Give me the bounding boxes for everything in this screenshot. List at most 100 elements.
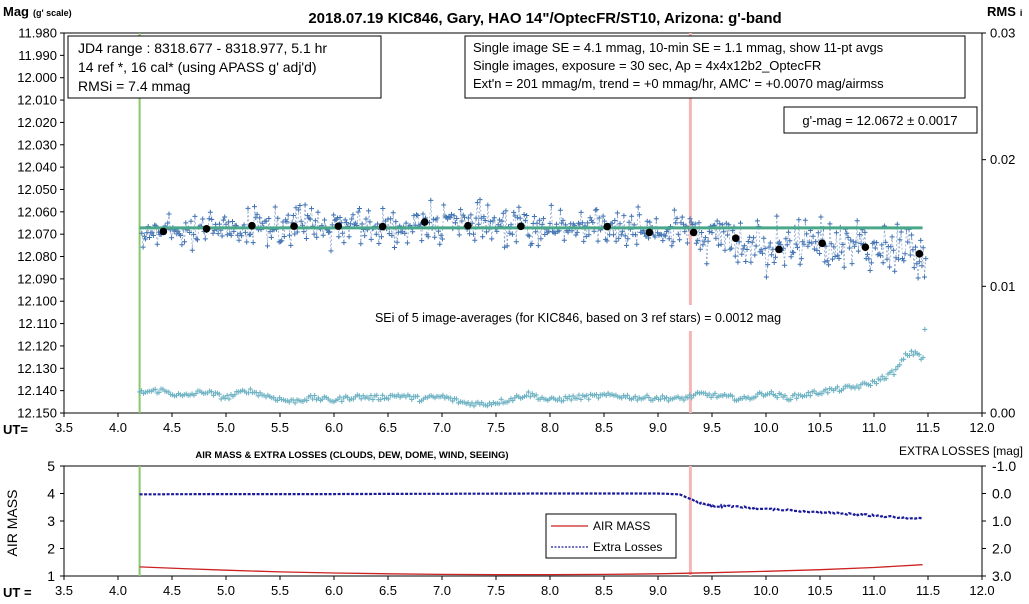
bottom-x-tick-label: 11.5 <box>916 583 940 598</box>
bottom-x-axis-label: UT = <box>3 585 32 600</box>
average-point <box>915 250 924 258</box>
top-chart: 2018.07.19 KIC846, Gary, HAO 14"/OptecFR… <box>3 4 1022 437</box>
rms-point <box>891 372 897 378</box>
top-y-tick-label: 12.010 <box>17 93 57 108</box>
bottom-x-tick-label: 8.5 <box>595 583 613 598</box>
average-point <box>731 234 740 242</box>
bottom-y-axis-label: AIR MASS <box>4 490 20 557</box>
single-image-point <box>143 236 149 242</box>
bottom-plot-area <box>63 465 983 577</box>
bottom-y-tick-label: 5 <box>47 458 55 474</box>
rms-point <box>310 396 316 402</box>
info-box-left-frame <box>67 35 382 99</box>
single-image-point <box>494 228 500 234</box>
average-point <box>378 222 387 231</box>
info-right-line-1: Single image SE = 4.1 mmag, 10-min SE = … <box>473 40 884 55</box>
rms-point <box>681 397 687 403</box>
rms-point <box>304 398 310 403</box>
rms-point <box>448 395 454 401</box>
single-image-point <box>690 222 696 228</box>
rms-point <box>883 376 889 382</box>
rms-point <box>156 389 162 395</box>
average-point <box>290 222 298 230</box>
average-point <box>645 228 654 237</box>
top-x-tick-label: 5.5 <box>271 420 289 435</box>
info-box-left: JD4 range : 8318.677 - 8318.977, 5.1 hr … <box>67 35 382 99</box>
bottom-x-tick-label: 12.0 <box>969 583 994 598</box>
average-point <box>464 221 472 230</box>
bottom-legend-frame <box>545 513 677 559</box>
top-average-points <box>159 218 924 258</box>
top-y-tick-label: 12.000 <box>17 70 57 85</box>
rms-point <box>574 395 580 401</box>
single-image-point <box>195 237 200 243</box>
top-y2-axis-label: RMS i <box>987 4 1022 19</box>
top-x-tick-label: 7.0 <box>433 420 451 435</box>
bottom-y-ticks: 1 2 3 4 5 <box>47 458 64 584</box>
bottom-x-tick-label: 6.5 <box>379 583 397 598</box>
bottom-y-tick-label: 1 <box>47 568 55 584</box>
top-y-axis-label: Mag (g' scale) <box>3 4 72 19</box>
rms-point <box>873 381 879 387</box>
top-chart-title: 2018.07.19 KIC846, Gary, HAO 14"/OptecFR… <box>308 10 781 27</box>
top-x-tick-label: 4.0 <box>109 420 127 435</box>
rms-point <box>920 355 926 361</box>
rms-point <box>578 396 584 402</box>
average-point <box>159 227 168 236</box>
bottom-x-ticks: 3.5 4.0 4.5 5.0 5.5 6.0 6.5 7.0 7.5 8.0 8.5 9.0 9.5 1… <box>55 576 995 598</box>
top-y-tick-label: 12.100 <box>17 294 57 309</box>
bottom-x-tick-label: 5.5 <box>271 583 289 598</box>
rms-point <box>805 390 811 395</box>
average-point <box>689 228 698 237</box>
single-image-point <box>284 219 290 225</box>
top-x-tick-label: 10.5 <box>807 420 832 435</box>
rms-point <box>209 389 214 395</box>
gmag-box-frame <box>783 106 978 134</box>
rms-point <box>496 401 502 407</box>
rms-point <box>358 396 364 402</box>
top-x-ticks: 3.5 4.0 4.5 5.0 5.5 6.0 6.5 7.0 7.5 8.0 8.5 9.0 9.5 1… <box>55 413 995 435</box>
top-x-tick-label: 9.0 <box>649 420 667 435</box>
top-y-axis-label-main: Mag <box>3 4 29 19</box>
single-image-point <box>660 238 666 244</box>
top-x-tick-label: 11.5 <box>916 420 940 435</box>
rms-point <box>370 397 376 403</box>
top-x-axis-label: UT= <box>3 422 28 437</box>
rms-point <box>193 391 199 396</box>
average-point <box>420 218 429 226</box>
rms-point <box>409 397 415 402</box>
top-y-tick-label: 12.030 <box>17 137 57 152</box>
rms-point <box>152 386 158 392</box>
top-y2-axis-label-main: RMS <box>987 4 1016 19</box>
top-x-tick-label: 4.5 <box>163 420 181 435</box>
top-y-tick-label: 12.050 <box>17 182 57 197</box>
single-image-point <box>878 253 883 259</box>
info-box-right-frame <box>464 35 966 99</box>
rms-point <box>840 386 846 392</box>
info-left-line-3: RMSi = 7.4 mmag <box>78 78 190 94</box>
top-y-tick-label: 12.080 <box>17 249 57 264</box>
series-air-mass-line <box>139 564 923 576</box>
rms-point <box>498 396 504 402</box>
rms-point <box>663 394 669 400</box>
single-image-point <box>618 232 624 238</box>
info-left-line-1: JD4 range : 8318.677 - 8318.977, 5.1 hr <box>78 40 327 56</box>
rms-point <box>687 392 693 398</box>
rms-point <box>524 393 529 399</box>
bottom-y-tick-label: 4 <box>47 486 55 502</box>
rms-point <box>533 392 539 398</box>
top-x-tick-label: 10.0 <box>753 420 778 435</box>
average-point <box>603 222 612 231</box>
rms-point <box>454 396 459 402</box>
bottom-x-tick-label: 9.5 <box>703 583 721 598</box>
bottom-y2-ticks: -1.0 0.0 1.0 2.0 3.0 <box>982 458 1016 584</box>
rms-point <box>216 391 222 397</box>
average-point <box>517 222 525 231</box>
top-y-ticks: 11.980 11.990 12.000 12.010 12.020 12.030 12.0… <box>17 26 64 421</box>
rms-point <box>632 393 638 399</box>
rms-point <box>901 356 907 362</box>
rms-point <box>782 393 788 399</box>
average-point <box>248 221 256 230</box>
top-rms-points <box>137 326 928 409</box>
